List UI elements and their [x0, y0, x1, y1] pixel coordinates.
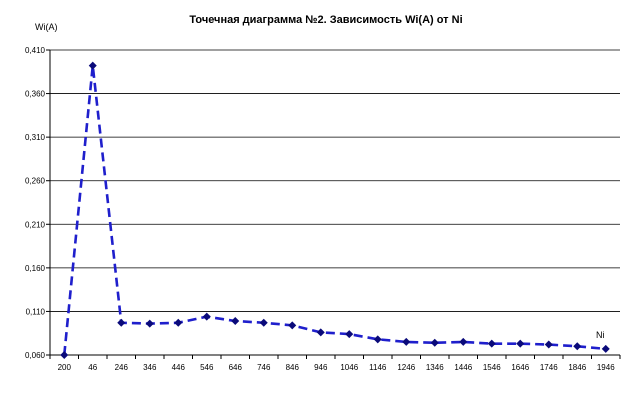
data-point: [259, 318, 268, 327]
x-tick-label: 346: [143, 363, 157, 372]
y-axis-label: Wi(A): [35, 22, 58, 32]
x-tick-label: 646: [229, 363, 243, 372]
y-tick-label: 0,160: [25, 264, 46, 273]
x-tick-label: 246: [115, 363, 129, 372]
y-tick-label: 0,210: [25, 220, 46, 229]
series-group: [60, 61, 610, 359]
data-point: [88, 61, 97, 70]
data-point: [117, 318, 126, 327]
x-axis-ticks: 200 46 246 346 446 546 646 746 846 946 1046 1146 124…: [49, 355, 621, 372]
x-tick-label: 1746: [540, 363, 558, 372]
data-point: [373, 335, 382, 344]
y-tick-label: 0,060: [25, 351, 46, 360]
chart-title: Точечная диаграмма №2. Зависимость Wi(A)…: [189, 14, 462, 26]
data-point: [601, 344, 610, 353]
y-tick-label: 0,260: [25, 177, 46, 186]
gridlines: [50, 49, 620, 312]
x-tick-label: 546: [200, 363, 214, 372]
data-point: [459, 337, 468, 346]
x-tick-label: 1046: [340, 363, 358, 372]
data-point: [231, 317, 240, 326]
x-tick-label: 1946: [597, 363, 615, 372]
data-point: [316, 328, 325, 337]
data-point: [60, 351, 69, 359]
y-axis-ticks: 0,060 0,110 0,160 0,210 0,260 0,310 0,360 0,410: [25, 46, 50, 360]
data-point: [288, 321, 297, 330]
x-tick-label: 1146: [369, 363, 387, 372]
data-point: [544, 340, 553, 349]
data-point: [174, 318, 183, 327]
data-point: [430, 338, 439, 347]
data-point: [516, 339, 525, 348]
x-tick-label: 1846: [568, 363, 586, 372]
x-tick-label: 1446: [454, 363, 472, 372]
data-point: [573, 342, 582, 351]
x-tick-label: 200: [58, 363, 72, 372]
x-tick-label: 446: [172, 363, 186, 372]
y-tick-label: 0,110: [26, 307, 46, 316]
data-point: [345, 330, 354, 339]
x-tick-label: 1546: [483, 363, 501, 372]
x-axis-label: Ni: [596, 330, 605, 340]
y-tick-label: 0,310: [25, 133, 46, 142]
data-point: [487, 339, 496, 348]
y-tick-label: 0,360: [25, 90, 46, 99]
x-tick-label: 746: [257, 363, 271, 372]
data-point: [202, 312, 211, 321]
x-tick-label: 1246: [397, 363, 415, 372]
x-tick-label: 46: [88, 363, 97, 372]
x-tick-label: 1346: [426, 363, 444, 372]
data-point: [402, 337, 411, 346]
data-point: [145, 319, 154, 328]
x-tick-label: 846: [286, 363, 300, 372]
x-tick-label: 1646: [511, 363, 529, 372]
y-tick-label: 0,410: [25, 46, 46, 55]
series-line: [62, 65, 606, 356]
x-tick-label: 946: [314, 363, 328, 372]
